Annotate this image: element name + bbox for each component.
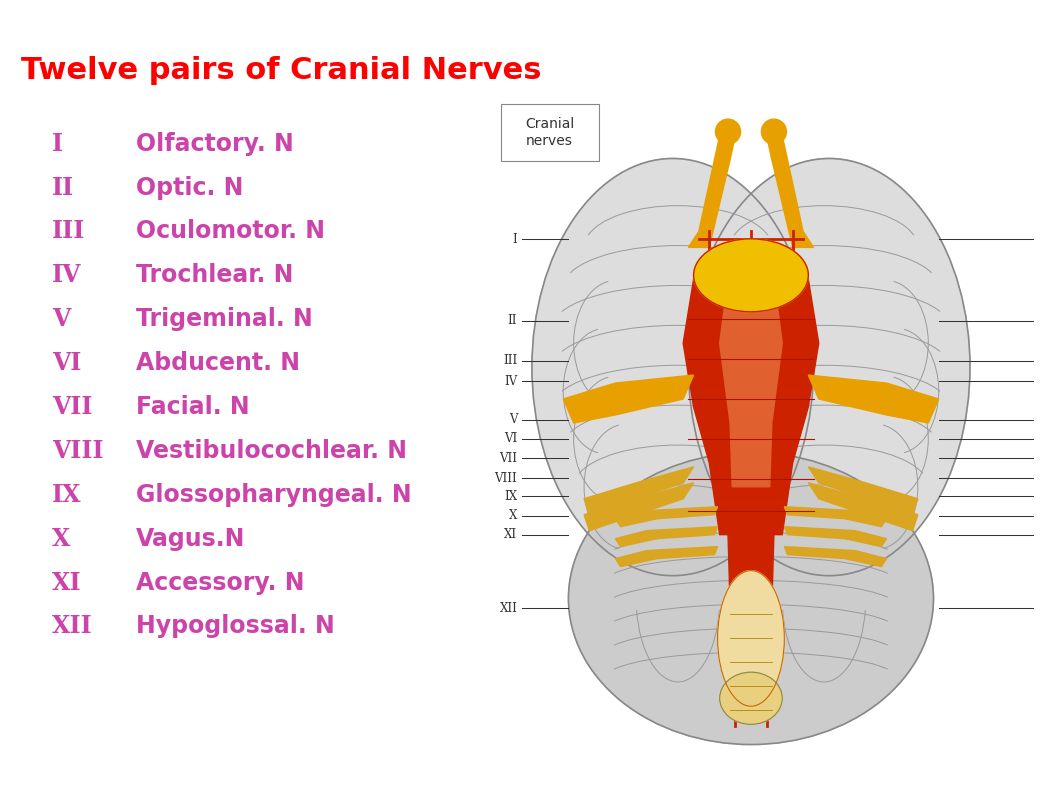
Text: X: X (52, 527, 71, 551)
Text: Olfactory. N: Olfactory. N (136, 132, 293, 156)
Text: Glossopharyngeal. N: Glossopharyngeal. N (136, 483, 411, 507)
Polygon shape (808, 375, 939, 423)
Text: VI: VI (504, 433, 517, 445)
Text: I: I (512, 233, 517, 246)
Text: XII: XII (500, 602, 517, 614)
FancyBboxPatch shape (501, 104, 599, 161)
Text: Twelve pairs of Cranial Nerves: Twelve pairs of Cranial Nerves (21, 56, 541, 85)
Polygon shape (728, 535, 774, 678)
Polygon shape (615, 547, 718, 567)
Text: IX: IX (504, 490, 517, 503)
Text: Facial. N: Facial. N (136, 395, 249, 419)
Ellipse shape (761, 119, 786, 144)
Text: Trochlear. N: Trochlear. N (136, 263, 293, 287)
Polygon shape (808, 483, 918, 531)
Polygon shape (784, 507, 887, 527)
Polygon shape (808, 467, 918, 515)
Text: XI: XI (52, 571, 81, 595)
Text: Cranial
nerves: Cranial nerves (525, 117, 575, 148)
Text: IV: IV (504, 375, 517, 388)
Ellipse shape (715, 119, 741, 144)
Text: II: II (52, 176, 74, 200)
Polygon shape (784, 527, 887, 547)
Text: VI: VI (52, 351, 81, 375)
Ellipse shape (720, 672, 782, 725)
Text: Oculomotor. N: Oculomotor. N (136, 219, 324, 243)
Text: Vagus.N: Vagus.N (136, 527, 245, 551)
Polygon shape (767, 136, 814, 247)
Text: IX: IX (52, 483, 81, 507)
Text: V: V (52, 307, 70, 331)
Text: III: III (52, 219, 86, 243)
Ellipse shape (718, 571, 784, 706)
Text: VIII: VIII (52, 439, 103, 463)
Text: XI: XI (504, 528, 517, 541)
Polygon shape (615, 507, 718, 527)
Text: IV: IV (52, 263, 81, 287)
Polygon shape (563, 375, 694, 423)
Text: Vestibulocochlear. N: Vestibulocochlear. N (136, 439, 407, 463)
Ellipse shape (688, 159, 970, 575)
Polygon shape (615, 527, 718, 547)
Polygon shape (784, 547, 887, 567)
Ellipse shape (694, 239, 808, 312)
Text: VIII: VIII (494, 472, 517, 484)
Polygon shape (584, 467, 694, 515)
Text: III: III (503, 354, 517, 367)
Text: VII: VII (500, 452, 517, 464)
Polygon shape (683, 279, 819, 535)
Text: Abducent. N: Abducent. N (136, 351, 299, 375)
Text: VII: VII (52, 395, 93, 419)
Text: Trigeminal. N: Trigeminal. N (136, 307, 312, 331)
Ellipse shape (532, 159, 814, 575)
Text: X: X (509, 509, 517, 522)
Ellipse shape (568, 452, 933, 745)
Polygon shape (584, 483, 694, 531)
Polygon shape (720, 303, 782, 487)
Text: II: II (508, 314, 517, 327)
Text: Hypoglossal. N: Hypoglossal. N (136, 614, 335, 638)
Text: I: I (52, 132, 64, 156)
Text: Accessory. N: Accessory. N (136, 571, 305, 595)
Text: XII: XII (52, 614, 93, 638)
Text: V: V (509, 413, 517, 426)
Polygon shape (688, 136, 735, 247)
Text: Optic. N: Optic. N (136, 176, 243, 200)
